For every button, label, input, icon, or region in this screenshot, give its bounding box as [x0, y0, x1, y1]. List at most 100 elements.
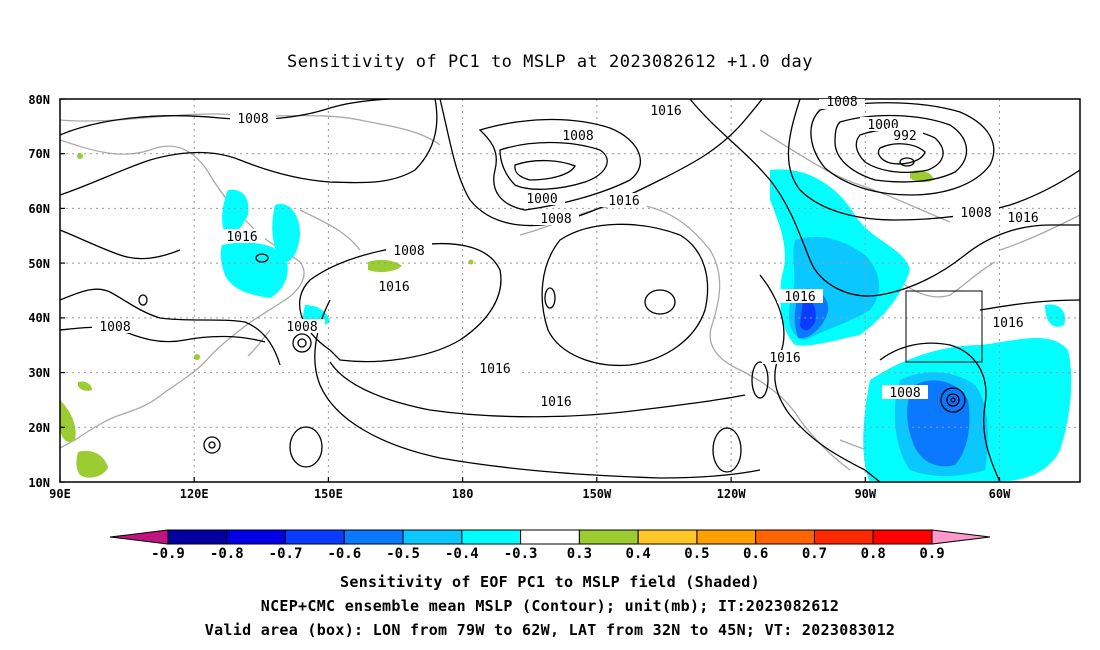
- colorbar-label: -0.5: [386, 546, 420, 562]
- contour-label: 1016: [762, 350, 808, 366]
- colorbar-swatch: [285, 529, 345, 545]
- svg-text:1016: 1016: [650, 104, 681, 119]
- colorbar-label: 0.3: [567, 546, 592, 562]
- positive-shading: [60, 153, 934, 478]
- svg-text:1008: 1008: [99, 320, 130, 335]
- contour-label: 1016: [643, 103, 689, 119]
- colorbar-swatch: [402, 529, 463, 545]
- lat-tick-label: 40N: [28, 311, 50, 325]
- svg-text:1016: 1016: [608, 194, 639, 209]
- contour-label: 1016: [533, 394, 579, 410]
- svg-text:1008: 1008: [286, 320, 317, 335]
- caption-line-2: NCEP+CMC ensemble mean MSLP (Contour); u…: [260, 597, 840, 615]
- lat-tick-label: 10N: [28, 476, 50, 490]
- contour-label: 1016: [219, 229, 265, 245]
- colorbar-swatch: [637, 529, 698, 545]
- map-frame: [59, 98, 1081, 483]
- colorbar-label: 0.8: [861, 546, 886, 562]
- lat-tick-label: 20N: [28, 421, 50, 435]
- colorbar-swatch: [872, 529, 933, 545]
- svg-text:1008: 1008: [393, 244, 424, 259]
- contour-label: 1000: [519, 191, 565, 207]
- svg-text:1016: 1016: [479, 362, 510, 377]
- svg-text:1016: 1016: [1007, 211, 1038, 226]
- colorbar-swatch: [755, 529, 815, 545]
- svg-text:1016: 1016: [378, 280, 409, 295]
- svg-text:1008: 1008: [562, 129, 593, 144]
- colorbar-label: -0.6: [327, 546, 361, 562]
- colorbar-swatch: [578, 529, 639, 545]
- lat-tick-label: 60N: [28, 202, 50, 216]
- mslp-contours: [60, 99, 1080, 482]
- contour-label: 1008: [882, 385, 928, 401]
- contour-label: 1016: [601, 193, 647, 209]
- colorbar-label: 0.5: [684, 546, 709, 562]
- contour-label: 1008: [230, 111, 276, 127]
- contour-label: 1008: [533, 211, 579, 227]
- colorbar-swatch: [226, 529, 287, 545]
- contour-label: 1008: [92, 319, 138, 335]
- lat-tick-label: 30N: [28, 366, 50, 380]
- contour-label: 1016: [777, 289, 823, 305]
- colorbar-label: -0.8: [210, 546, 244, 562]
- colorbar-swatch: [461, 529, 522, 545]
- contour-label: 1008: [819, 95, 865, 110]
- colorbar-label: -0.9: [151, 546, 185, 562]
- contour-label: 1016: [472, 361, 518, 377]
- longitude-labels: 90E 120E 150E 180 150W 120W 90W 60W: [49, 487, 1011, 501]
- svg-text:1008: 1008: [889, 386, 920, 401]
- colorbar-swatch: [520, 529, 580, 545]
- svg-text:1016: 1016: [226, 230, 257, 245]
- contour-label: 1008: [555, 128, 601, 144]
- contour-label: 992: [887, 128, 923, 144]
- lat-tick-label: 80N: [28, 93, 50, 107]
- svg-text:1008: 1008: [960, 206, 991, 221]
- colorbar-swatch: [696, 529, 757, 545]
- contour-label: 1008: [279, 319, 325, 335]
- contour-label: 1016: [985, 315, 1031, 331]
- svg-text:992: 992: [893, 129, 916, 144]
- colorbar-end-min: [109, 529, 169, 545]
- svg-text:1008: 1008: [826, 95, 857, 110]
- svg-text:1008: 1008: [237, 112, 268, 127]
- svg-text:1016: 1016: [784, 290, 815, 305]
- lon-tick-label: 90W: [854, 487, 876, 501]
- colorbar-label: 0.9: [919, 546, 944, 562]
- contour-label: 1016: [371, 279, 417, 295]
- colorbar-label: 0.6: [743, 546, 768, 562]
- colorbar-label: 0.7: [802, 546, 827, 562]
- colorbar-label: -0.4: [445, 546, 479, 562]
- lon-tick-label: 180: [452, 487, 474, 501]
- valid-area-box: [905, 290, 983, 363]
- svg-text:1008: 1008: [540, 212, 571, 227]
- colorbar-label: 0.4: [626, 546, 651, 562]
- svg-text:1016: 1016: [540, 395, 571, 410]
- svg-text:1016: 1016: [992, 316, 1023, 331]
- lat-tick-label: 70N: [28, 147, 50, 161]
- svg-text:1016: 1016: [769, 351, 800, 366]
- colorbar-swatch: [167, 529, 228, 545]
- graticule: [60, 99, 1080, 482]
- colorbar-label: -0.7: [269, 546, 303, 562]
- lon-tick-label: 90E: [49, 487, 71, 501]
- colorbar-end-max: [931, 529, 991, 545]
- lon-tick-label: 60W: [989, 487, 1011, 501]
- contour-label: 1016: [1000, 210, 1046, 226]
- sensitivity-shading: [220, 169, 1072, 482]
- latitude-labels: 80N 70N 60N 50N 40N 30N 20N 10N: [28, 93, 50, 490]
- lon-tick-label: 150E: [314, 487, 343, 501]
- contour-label: 1008: [386, 243, 432, 259]
- colorbar-swatch: [813, 529, 874, 545]
- colorbar-label: -0.3: [504, 546, 538, 562]
- svg-text:1000: 1000: [526, 192, 557, 207]
- caption-line-3: Valid area (box): LON from 79W to 62W, L…: [204, 621, 896, 639]
- colorbar: -0.9 -0.8 -0.7 -0.6 -0.5 -0.4 -0.3 0.3 0.4 0.5 0.6…: [109, 529, 991, 562]
- lat-tick-label: 50N: [28, 257, 50, 271]
- axis-ticks: [59, 98, 1001, 483]
- contour-label: 1008: [953, 205, 999, 221]
- lon-tick-label: 150W: [582, 487, 612, 501]
- colorbar-swatch: [343, 529, 404, 545]
- lon-tick-label: 120E: [180, 487, 209, 501]
- caption-line-1: Sensitivity of EOF PC1 to MSLP field (Sh…: [340, 573, 760, 591]
